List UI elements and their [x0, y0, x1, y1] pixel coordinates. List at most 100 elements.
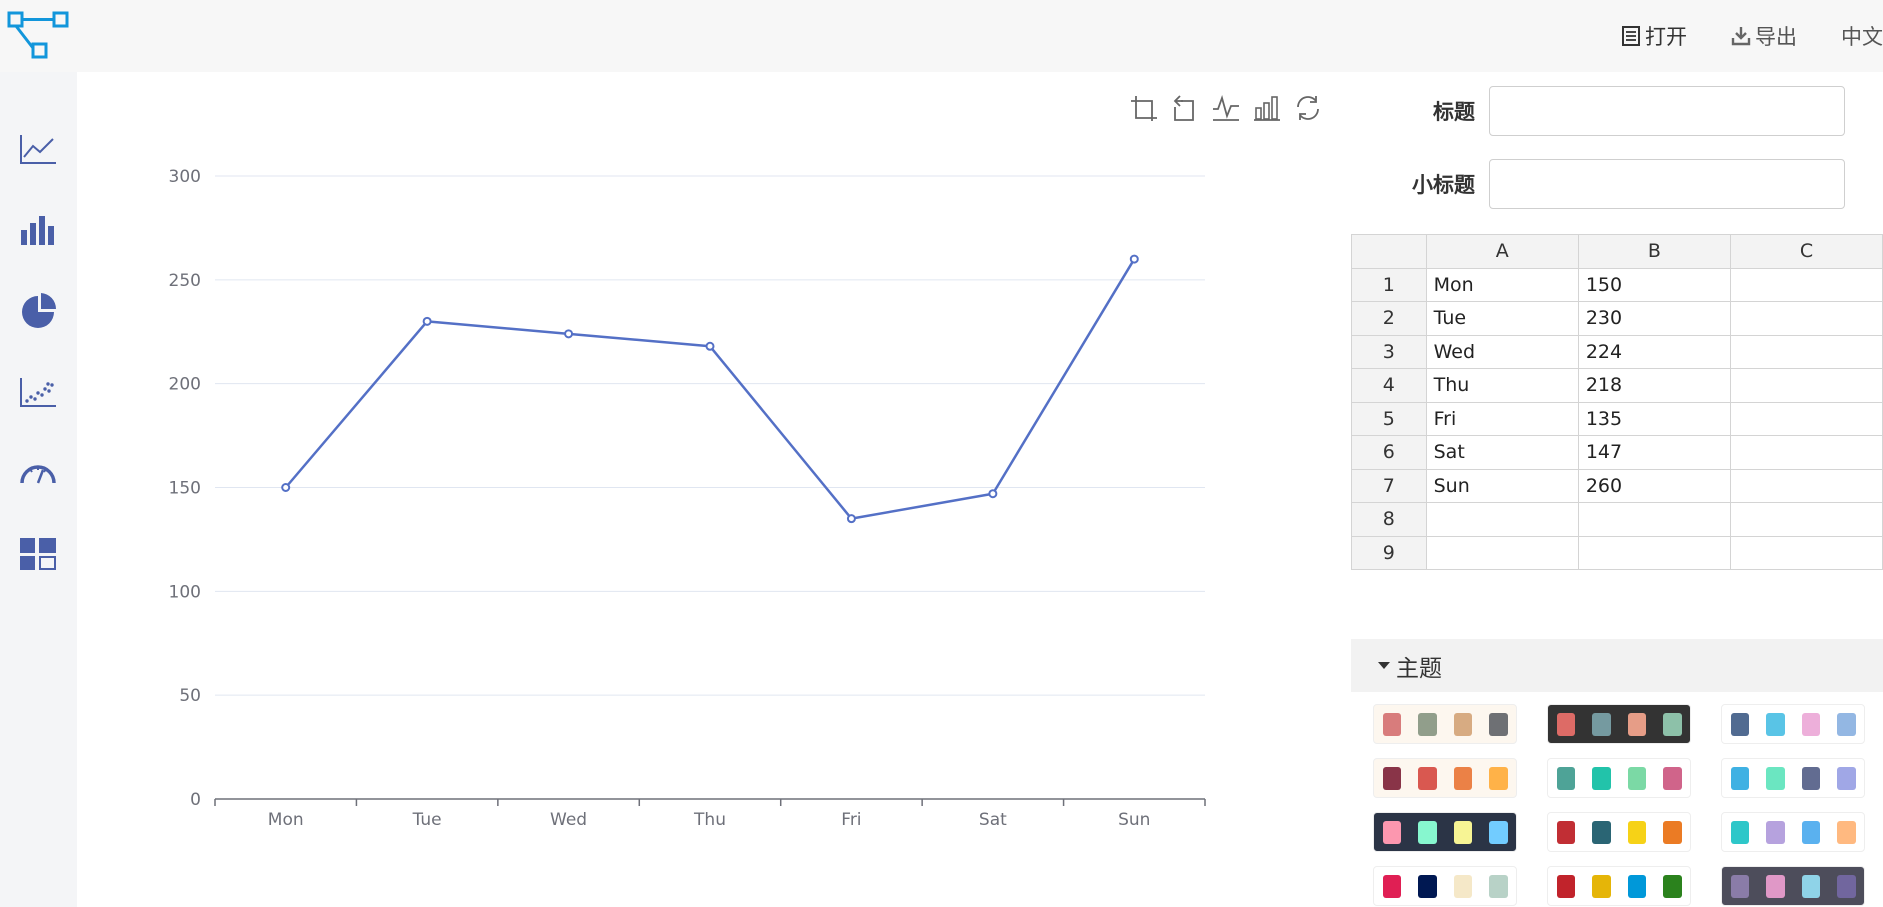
theme-color-chip — [1556, 766, 1575, 790]
theme-section-header[interactable]: 主题 — [1351, 639, 1883, 692]
theme-swatch[interactable] — [1373, 812, 1517, 852]
table-cell[interactable]: 218 — [1577, 368, 1732, 403]
sidebar-item-bar[interactable] — [18, 210, 58, 250]
theme-swatch[interactable] — [1721, 704, 1865, 744]
table-cell[interactable]: 150 — [1577, 267, 1732, 302]
table-cell[interactable] — [1577, 502, 1732, 537]
table-cell[interactable] — [1730, 468, 1883, 503]
gauge-chart-icon — [20, 465, 56, 484]
y-tick-label: 50 — [179, 686, 201, 706]
table-cell[interactable] — [1730, 502, 1883, 537]
table-cell[interactable]: Sun — [1425, 468, 1579, 503]
sidebar-item-pie[interactable] — [18, 291, 58, 331]
theme-color-chip — [1556, 712, 1575, 736]
table-cell[interactable]: 260 — [1577, 468, 1732, 503]
theme-color-chip — [1663, 874, 1682, 898]
theme-swatch[interactable] — [1721, 758, 1865, 798]
column-header-b[interactable]: B — [1577, 234, 1732, 269]
theme-swatch[interactable] — [1721, 812, 1865, 852]
row-number[interactable]: 7 — [1351, 468, 1427, 503]
column-header-c[interactable]: C — [1730, 234, 1883, 269]
table-cell[interactable]: Fri — [1425, 401, 1579, 436]
zoom-reset-icon[interactable] — [1171, 94, 1199, 122]
switch-line-icon[interactable] — [1212, 94, 1240, 122]
table-cell[interactable] — [1730, 267, 1883, 302]
sidebar-item-dashboard[interactable] — [18, 534, 58, 574]
theme-color-chip — [1627, 766, 1646, 790]
theme-swatch[interactable] — [1547, 812, 1691, 852]
table-row: 3 Wed 224 — [1351, 334, 1883, 369]
chart-area[interactable]: 0 50 100 150 200 250 300 Mon Tue Wed Thu Fri Sat Sun — [77, 72, 1351, 907]
table-row: 2 Tue 230 — [1351, 301, 1883, 336]
row-number[interactable]: 4 — [1351, 368, 1427, 403]
table-cell[interactable] — [1730, 334, 1883, 369]
table-cell[interactable] — [1730, 401, 1883, 436]
table-cell[interactable]: Mon — [1425, 267, 1579, 302]
table-cell[interactable] — [1730, 435, 1883, 470]
open-label: 打开 — [1645, 25, 1687, 49]
theme-swatch[interactable] — [1547, 866, 1691, 906]
theme-color-chip — [1382, 820, 1401, 844]
table-cell[interactable] — [1577, 535, 1732, 570]
table-cell[interactable]: Wed — [1425, 334, 1579, 369]
open-button[interactable]: 打开 — [1621, 21, 1687, 51]
table-cell[interactable]: Tue — [1425, 301, 1579, 336]
zoom-select-icon[interactable] — [1130, 94, 1158, 122]
sheet-corner — [1351, 234, 1427, 269]
y-tick-label: 100 — [169, 582, 201, 602]
dashboard-layout-icon — [20, 538, 56, 570]
theme-swatch[interactable] — [1373, 704, 1517, 744]
subtitle-input[interactable] — [1489, 159, 1845, 209]
table-cell[interactable] — [1730, 368, 1883, 403]
table-cell[interactable]: Thu — [1425, 368, 1579, 403]
table-cell[interactable]: 135 — [1577, 401, 1732, 436]
table-cell[interactable]: 224 — [1577, 334, 1732, 369]
theme-color-chip — [1766, 820, 1785, 844]
theme-color-chip — [1418, 712, 1437, 736]
language-switch[interactable]: 中文 — [1841, 21, 1883, 51]
export-button[interactable]: 导出 — [1731, 21, 1797, 51]
sidebar-item-gauge[interactable] — [18, 453, 58, 493]
theme-color-chip — [1837, 712, 1856, 736]
table-cell[interactable] — [1425, 535, 1579, 570]
table-cell[interactable] — [1730, 535, 1883, 570]
title-input[interactable] — [1489, 86, 1845, 136]
theme-swatch[interactable] — [1373, 866, 1517, 906]
theme-color-chip — [1453, 820, 1472, 844]
y-tick-label: 150 — [169, 479, 201, 499]
theme-swatch[interactable] — [1547, 704, 1691, 744]
theme-swatch[interactable] — [1547, 758, 1691, 798]
restore-icon[interactable] — [1294, 94, 1322, 122]
theme-swatch[interactable] — [1373, 758, 1517, 798]
subtitle-row: 小标题 — [1351, 159, 1845, 209]
row-number[interactable]: 6 — [1351, 435, 1427, 470]
data-spreadsheet[interactable]: A B C 1 Mon 150 2 Tue 230 3 Wed 224 4 Thu 218 5 Fri 13… — [1351, 234, 1883, 570]
data-point — [1129, 254, 1139, 264]
switch-bar-icon[interactable] — [1253, 94, 1281, 122]
data-point — [846, 514, 856, 524]
x-tick-label: Thu — [693, 810, 726, 830]
table-cell[interactable]: 147 — [1577, 435, 1732, 470]
row-number[interactable]: 9 — [1351, 535, 1427, 570]
row-number[interactable]: 8 — [1351, 502, 1427, 537]
sidebar-item-scatter[interactable] — [18, 372, 58, 412]
table-cell[interactable]: 230 — [1577, 301, 1732, 336]
table-row: 1 Mon 150 — [1351, 267, 1883, 302]
row-number[interactable]: 2 — [1351, 301, 1427, 336]
table-cell[interactable] — [1425, 502, 1579, 537]
theme-color-chip — [1489, 766, 1508, 790]
table-cell[interactable] — [1730, 301, 1883, 336]
sidebar-item-line[interactable] — [18, 129, 58, 169]
theme-color-chip — [1592, 820, 1611, 844]
row-number[interactable]: 3 — [1351, 334, 1427, 369]
column-header-a[interactable]: A — [1425, 234, 1579, 269]
row-number[interactable]: 1 — [1351, 267, 1427, 302]
theme-color-chip — [1489, 712, 1508, 736]
theme-color-chip — [1592, 766, 1611, 790]
table-cell[interactable]: Sat — [1425, 435, 1579, 470]
theme-color-chip — [1627, 712, 1646, 736]
theme-color-chip — [1382, 766, 1401, 790]
theme-swatch[interactable] — [1721, 866, 1865, 906]
row-number[interactable]: 5 — [1351, 401, 1427, 436]
app-logo-icon[interactable] — [6, 10, 70, 60]
